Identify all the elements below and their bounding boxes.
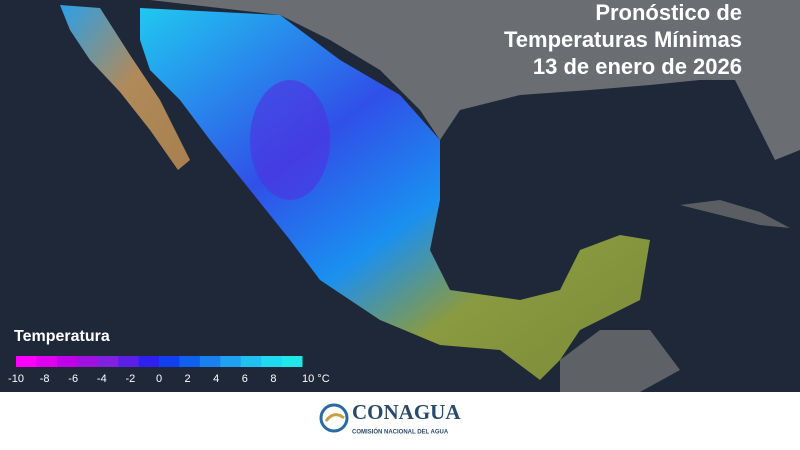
title-line: Temperaturas Mínimas: [504, 27, 742, 52]
logo-icon: [319, 403, 349, 433]
legend-tick-label: 2: [185, 373, 191, 385]
cold-area: [250, 80, 330, 200]
legend-swatch: [179, 356, 201, 367]
legend-tick-label: -10: [8, 373, 24, 385]
legend-swatch: [77, 356, 99, 367]
legend-tick-label: 0: [156, 373, 162, 385]
cuba: [680, 200, 790, 228]
legend-tick-label: -8: [40, 373, 50, 385]
legend: -10 -8 -6 -4 -2 0 2 4 6 8 10 °C: [8, 356, 330, 385]
central-america: [560, 330, 680, 392]
title-line: Pronóstico de: [595, 0, 742, 25]
legend-title: Temperatura: [14, 328, 110, 345]
legend-swatch: [220, 356, 242, 367]
legend-swatch: [159, 356, 180, 367]
logo-name: CONAGUA: [352, 400, 461, 424]
legend-swatch: [97, 356, 119, 367]
legend-swatch: [36, 356, 58, 367]
legend-tick-label: -2: [126, 373, 136, 385]
legend-swatch: [56, 356, 78, 367]
usa-land: [150, 0, 800, 160]
legend-tick-label: 6: [242, 373, 248, 385]
logo-icon-wave: [324, 413, 345, 422]
legend-tick-label: -4: [97, 373, 107, 385]
legend-tick-label: 8: [270, 373, 276, 385]
footer: [0, 392, 800, 445]
legend-tick-label: -6: [68, 373, 78, 385]
legend-swatch: [261, 356, 283, 367]
legend-swatch: [199, 356, 221, 367]
legend-tick-label: 10 °C: [302, 373, 330, 385]
legend-tick-label: 4: [213, 373, 219, 385]
legend-swatch: [118, 356, 140, 367]
title-line: 13 de enero de 2026: [533, 54, 742, 79]
legend-swatch: [240, 356, 262, 367]
legend-swatch: [281, 356, 303, 367]
logo-subtitle: COMISIÓN NACIONAL DEL AGUA: [352, 428, 449, 436]
legend-swatch: [138, 356, 160, 367]
baja-california: [60, 5, 190, 170]
legend-swatch: [16, 356, 37, 367]
title: Pronóstico de Temperaturas Mínimas 13 de…: [504, 0, 742, 79]
